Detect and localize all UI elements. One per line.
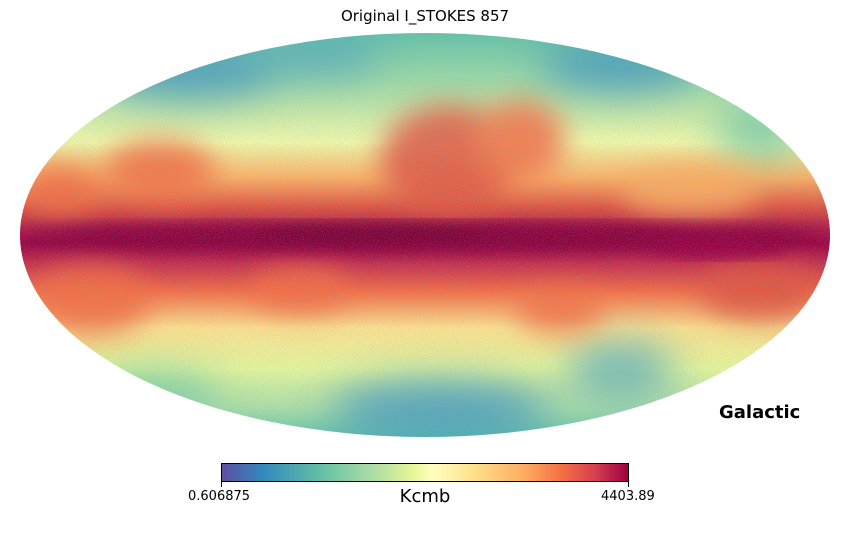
colorbar-max-tick <box>628 482 629 487</box>
colorbar-min-tick <box>221 482 222 487</box>
colorbar-min-label: 0.606875 <box>188 489 251 504</box>
colorbar-unit-label: Kcmb <box>399 486 451 507</box>
coordinate-system-label: Galactic <box>719 402 801 423</box>
colorbar-max-label: 4403.89 <box>601 489 655 504</box>
colorbar <box>221 463 629 482</box>
map-title: Original I_STOKES 857 <box>340 7 510 25</box>
